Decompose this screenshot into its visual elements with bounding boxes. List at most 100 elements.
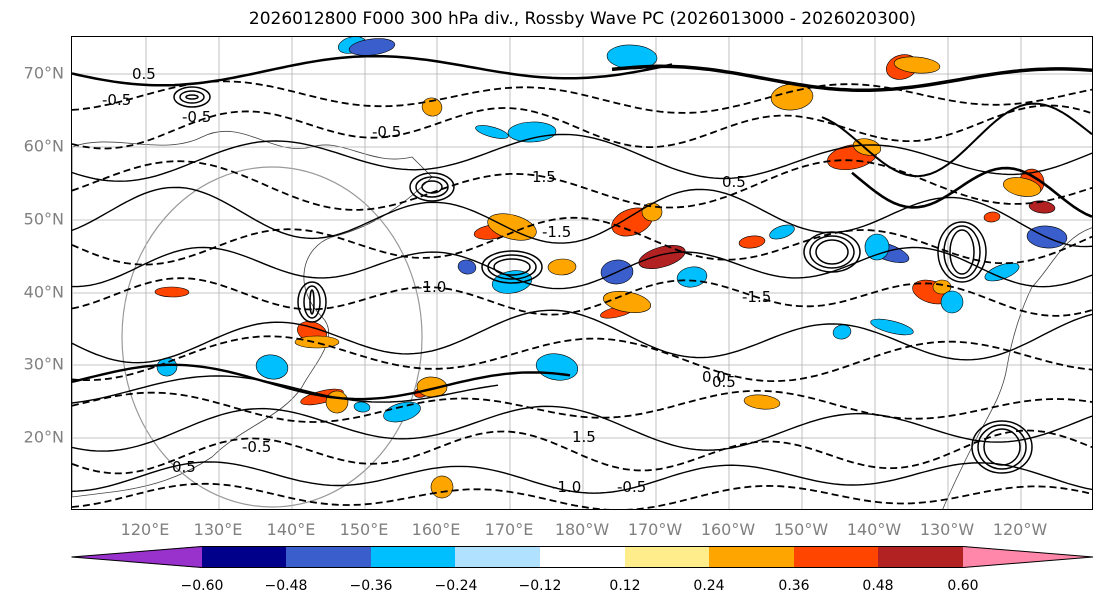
divergence-shading (154, 37, 1068, 499)
positive-contour (851, 166, 1092, 218)
divergence-cell (1002, 177, 1042, 197)
divergence-cell (743, 394, 781, 410)
positive-contour (72, 405, 1092, 452)
colorbar-extend-high (963, 546, 1093, 568)
colorbar-swatch (794, 546, 878, 568)
divergence-cell (421, 97, 443, 117)
colorbar-swatch (709, 546, 794, 568)
colorbar-tick: −0.24 (434, 578, 478, 594)
divergence-cell (487, 213, 537, 241)
closed-contour (179, 90, 205, 104)
divergence-cell (535, 353, 579, 381)
closed-contour (977, 424, 1027, 470)
contour-value-label: -0.5 (182, 108, 211, 126)
map-title: 2026012800 F000 300 hPa div., Rossby Wav… (248, 9, 917, 29)
closed-contour (173, 86, 211, 108)
closed-contour (803, 231, 861, 273)
colorbar-swatch (625, 546, 709, 568)
contour-value-label: 1.5 (572, 428, 596, 446)
range-circle (121, 166, 423, 508)
colorbar-extend-low (71, 546, 202, 568)
closed-contour (421, 180, 443, 194)
positive-contour (611, 64, 1092, 93)
lat-label-70n: 70°N (23, 63, 64, 83)
north-america-coastline (942, 227, 1092, 509)
lon-label-130e: 130°E (193, 520, 243, 539)
contour-value-label: 0.5 (722, 173, 746, 191)
contour-value-label: 0.5 (712, 373, 736, 391)
lon-label-160w: 160°W (700, 520, 756, 539)
contour-value-label: -0.5 (102, 91, 131, 109)
colorbar-outline (71, 546, 1094, 568)
lon-label-130w: 130°W (919, 520, 975, 539)
divergence-cell (940, 290, 964, 314)
colorbar-swatch (202, 546, 286, 568)
contour-value-label: -0.5 (617, 478, 646, 496)
divergence-cell (475, 125, 509, 139)
lon-label-140e: 140°E (266, 520, 316, 539)
contour-value-label: -1.0 (417, 278, 446, 296)
positive-contour (72, 363, 571, 401)
coastlines (72, 131, 1092, 509)
colorbar-swatches (71, 546, 1094, 568)
lon-label-170w: 170°W (627, 520, 683, 539)
divergence-cell (383, 401, 421, 423)
closed-contour (185, 94, 199, 100)
colorbar-tick: 0.12 (609, 578, 641, 594)
closed-contour (943, 225, 981, 279)
colorbar-tick: 0.48 (862, 578, 894, 594)
closed-contour (983, 428, 1021, 466)
lon-label-180w: 180°W (554, 520, 610, 539)
positive-contour (72, 133, 1092, 182)
contour-labels: 0.5-0.5-0.51.5-1.00.5-1.5-0.51.50.5-1.0-… (102, 65, 771, 496)
map-canvas: 0.5-0.5-0.51.5-1.00.5-1.5-0.51.50.5-1.0-… (72, 37, 1092, 509)
closed-contour (409, 172, 455, 202)
positive-contour (72, 54, 673, 87)
colorbar-tick: −0.48 (264, 578, 308, 594)
colorbar-tick: 0.60 (947, 578, 979, 594)
negative-contour (72, 389, 1092, 423)
divergence-cell (983, 211, 1001, 223)
colorbar-swatch (540, 546, 625, 568)
closed-contour (971, 420, 1033, 474)
divergence-cell (255, 354, 289, 380)
colorbar-tick: 0.24 (693, 578, 725, 594)
positive-contour (72, 309, 1092, 364)
lon-label-150w: 150°W (773, 520, 829, 539)
divergence-cell (738, 235, 766, 249)
negative-contour (72, 104, 1092, 150)
lat-label-50n: 50°N (23, 209, 64, 229)
contour-value-label: 1.5 (532, 168, 556, 186)
negative-contour (72, 429, 1092, 475)
divergence-cell (430, 475, 454, 499)
closed-contour (493, 258, 531, 276)
lon-label-120e: 120°E (120, 520, 170, 539)
closed-contour (937, 221, 987, 283)
negative-contour (72, 216, 1092, 266)
graticule (72, 37, 1092, 509)
colorbar-swatch (455, 546, 540, 568)
divergence-cell (154, 286, 190, 298)
closed-contour (309, 289, 315, 315)
colorbar (71, 546, 1095, 572)
contour-value-label: -0.5 (372, 123, 401, 141)
closed-contour (949, 229, 975, 275)
divergence-cell (870, 318, 914, 336)
map-panel[interactable]: 0.5 -0.5 -0.5 1.5 -1.0 0.5 -1.5 -0.5 1.5 0.5 -1.0-… (71, 36, 1093, 510)
negative-contour (72, 277, 1092, 317)
closed-contour (303, 285, 321, 319)
contour-value-label: -1.0 (552, 478, 581, 496)
colorbar-tick: −0.60 (180, 578, 224, 594)
closed-contour (809, 235, 855, 269)
divergence-cell (769, 224, 795, 240)
positive-contour (72, 186, 1092, 248)
divergence-cell (457, 259, 477, 275)
rossby-wave-contours (72, 54, 1092, 509)
lat-label-30n: 30°N (23, 354, 64, 374)
divergence-cell (348, 38, 396, 56)
contour-value-label: -1.5 (542, 223, 571, 241)
divergence-cell (353, 401, 371, 413)
colorbar-tick: −0.12 (518, 578, 562, 594)
colorbar-swatch (371, 546, 455, 568)
divergence-cell (864, 233, 890, 261)
